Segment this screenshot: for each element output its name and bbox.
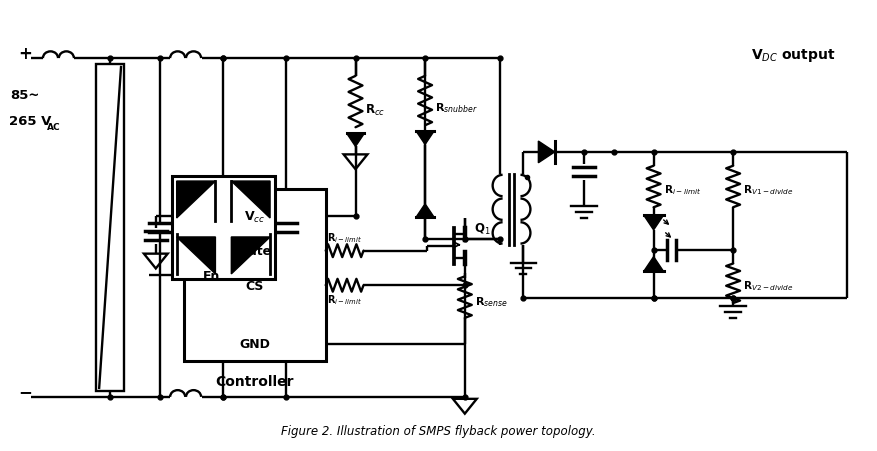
Polygon shape [176,182,216,218]
Text: Gate: Gate [239,244,271,258]
Text: −: − [18,382,32,400]
Text: R$_{snubber}$: R$_{snubber}$ [435,101,478,115]
Polygon shape [232,182,270,218]
Polygon shape [538,142,555,163]
Text: Q$_1$: Q$_1$ [474,221,490,236]
Text: R$_{i-limit}$: R$_{i-limit}$ [327,293,362,306]
Text: Controller: Controller [216,374,294,388]
Text: Figure 2. Illustration of SMPS flyback power topology.: Figure 2. Illustration of SMPS flyback p… [282,424,595,437]
Bar [183,190,325,362]
Text: R$_{V1-divide}$: R$_{V1-divide}$ [743,183,794,197]
Text: GND: GND [239,337,270,350]
Bar [172,177,275,279]
Text: R$_{sense}$: R$_{sense}$ [474,295,508,308]
Bar [96,65,124,391]
Polygon shape [176,237,216,274]
Polygon shape [417,204,434,218]
Text: V$_{cc}$: V$_{cc}$ [244,209,266,224]
Text: R$_{cc}$: R$_{cc}$ [366,103,386,118]
Polygon shape [232,237,270,274]
Text: V$_{DC}$ output: V$_{DC}$ output [751,46,836,64]
Polygon shape [417,132,434,145]
Text: R$_{i-limit}$: R$_{i-limit}$ [327,230,362,244]
Text: R$_{V2-divide}$: R$_{V2-divide}$ [743,279,794,293]
Text: 265 V: 265 V [9,115,51,128]
Text: En: En [203,269,220,282]
Text: +: + [18,45,32,63]
Polygon shape [644,257,664,272]
Text: 85~: 85~ [11,89,40,102]
Polygon shape [644,216,664,230]
Text: R$_{i-limit}$: R$_{i-limit}$ [664,183,701,197]
Text: AC: AC [46,123,61,131]
Text: CS: CS [246,279,264,292]
Polygon shape [346,134,365,147]
